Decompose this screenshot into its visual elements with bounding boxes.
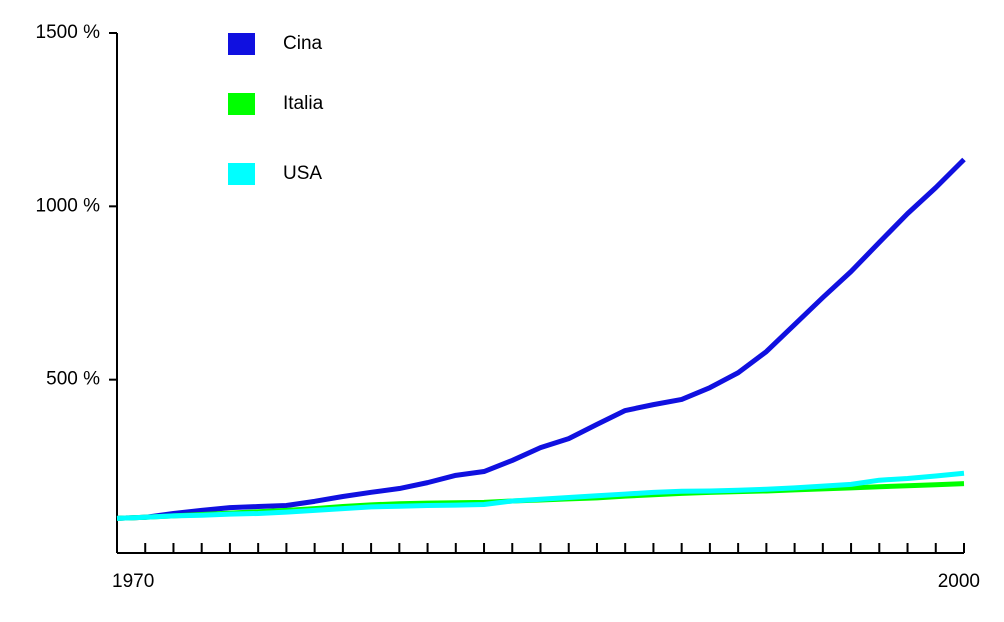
legend-swatch: [228, 163, 255, 185]
legend-swatch: [228, 33, 255, 55]
x-tick-label: 2000: [938, 571, 980, 592]
x-tick-label: 1970: [112, 571, 154, 592]
series-line: [116, 470, 965, 521]
legend-label: USA: [283, 163, 322, 184]
y-tick-label: 1000 %: [36, 195, 101, 216]
y-tick-label: 1500 %: [36, 22, 101, 43]
legend-label: Cina: [283, 33, 323, 54]
y-tick-label: 500 %: [46, 369, 100, 390]
legend-swatch: [228, 93, 255, 115]
legend-label: Italia: [283, 93, 324, 114]
series-line: [116, 157, 966, 521]
